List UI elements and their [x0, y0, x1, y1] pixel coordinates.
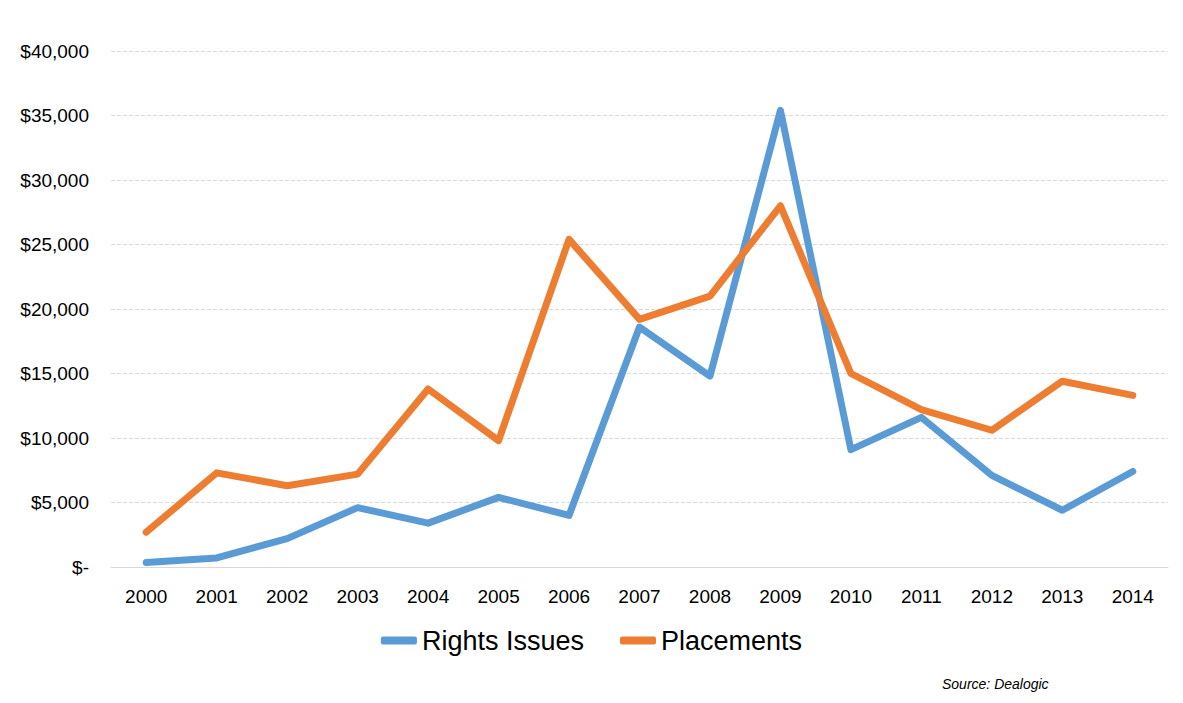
- svg-text:$5,000: $5,000: [31, 492, 89, 513]
- svg-text:2006: 2006: [548, 586, 590, 607]
- svg-text:$30,000: $30,000: [20, 170, 89, 191]
- svg-text:$40,000: $40,000: [20, 41, 89, 62]
- svg-text:2007: 2007: [618, 586, 660, 607]
- svg-text:$25,000: $25,000: [20, 234, 89, 255]
- svg-text:2001: 2001: [196, 586, 238, 607]
- svg-text:2014: 2014: [1112, 586, 1155, 607]
- svg-text:2013: 2013: [1041, 586, 1083, 607]
- svg-text:2008: 2008: [689, 586, 731, 607]
- svg-text:$20,000: $20,000: [20, 299, 89, 320]
- svg-text:2009: 2009: [759, 586, 801, 607]
- svg-text:$-: $-: [72, 557, 89, 578]
- svg-text:2003: 2003: [336, 586, 378, 607]
- svg-text:2010: 2010: [830, 586, 872, 607]
- svg-text:Rights Issues: Rights Issues: [422, 626, 584, 656]
- svg-text:2004: 2004: [407, 586, 450, 607]
- svg-text:2000: 2000: [125, 586, 167, 607]
- svg-text:2005: 2005: [477, 586, 519, 607]
- svg-text:Source: Dealogic: Source: Dealogic: [942, 676, 1049, 692]
- svg-text:2012: 2012: [971, 586, 1013, 607]
- svg-text:2002: 2002: [266, 586, 308, 607]
- svg-text:Placements: Placements: [661, 626, 802, 656]
- svg-text:$35,000: $35,000: [20, 105, 89, 126]
- svg-text:$15,000: $15,000: [20, 363, 89, 384]
- svg-text:2011: 2011: [901, 586, 942, 607]
- svg-text:$10,000: $10,000: [20, 428, 89, 449]
